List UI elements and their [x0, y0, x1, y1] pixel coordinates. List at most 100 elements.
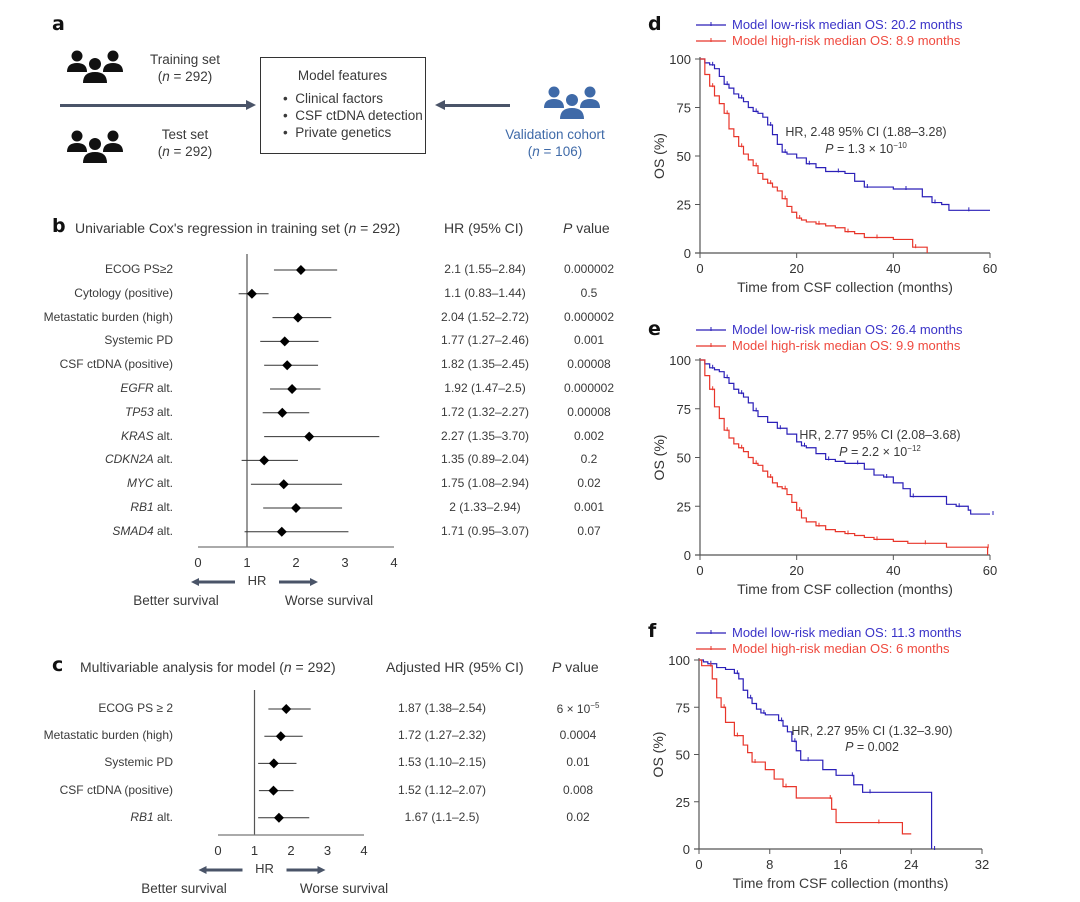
x-tick-label: 0 [696, 261, 703, 276]
x-tick-label: 20 [789, 261, 803, 276]
validation-cohort-label: Validation cohort [505, 127, 605, 142]
gene-suffix: alt. [153, 381, 173, 395]
arrow-right-head [310, 578, 318, 586]
feature-ctdna: CSF ctDNA detection [295, 108, 423, 123]
gene-name: CDKN2A [104, 452, 154, 467]
test-set-n: (n = 292) [157, 144, 213, 159]
p-value-text: 0.5 [580, 285, 598, 300]
hr-point [281, 704, 292, 714]
hr-ci-value: 1.1 (0.83–1.44) [444, 285, 526, 300]
model-features-box: Model features • Clinical factors • CSF … [260, 57, 426, 154]
x-tick-label: 0 [695, 857, 702, 872]
arrow-head-right-icon [246, 100, 256, 110]
hr-ci-value: 1.77 (1.27–2.46) [440, 333, 530, 348]
p-exponent: −12 [907, 444, 921, 453]
better-survival-label: Better survival [141, 881, 227, 896]
row-label: CSF ctDNA (positive) [59, 782, 173, 797]
x-tick-label: 1 [243, 555, 250, 570]
hr-point [279, 336, 290, 347]
p-value: 0.000002 [539, 381, 639, 395]
low-risk-curve [700, 58, 990, 211]
validation-cohort-n: (n = 106) [527, 144, 583, 159]
panel-c-hr-header: Adjusted HR (95% CI) [386, 659, 524, 675]
panel-c-letter: c [52, 654, 64, 676]
y-tick-label: 75 [676, 700, 690, 715]
p-value: 0.02 [528, 810, 628, 824]
hr-ci-value: 2 (1.33–2.94) [449, 500, 521, 514]
arrow-left-head [198, 866, 207, 874]
x-axis-label: HR [255, 861, 274, 876]
gene-suffix: alt. [153, 523, 173, 538]
hr-ci-value: 2.27 (1.35–3.70) [440, 428, 530, 443]
p-value: 0.02 [539, 476, 639, 490]
gene-name: KRAS [120, 428, 154, 443]
x-tick-label: 20 [789, 563, 803, 578]
x-tick-label: 0 [696, 563, 703, 578]
p-value: 0.07 [539, 524, 639, 538]
x-tick-label: 2 [292, 555, 299, 570]
model-feature-item: • Private genetics [283, 125, 392, 140]
feature-clinical: Clinical factors [295, 91, 384, 106]
legend-label: Model low-risk median OS: 26.4 months [732, 322, 963, 337]
panel-e-letter: e [648, 318, 661, 340]
panel-d-letter: d [648, 13, 662, 35]
hr-ci-value: 1.52 (1.12–2.07) [397, 782, 487, 797]
better-survival-label: Better survival [133, 593, 219, 608]
y-tick-label: 0 [684, 246, 691, 261]
p-value: 0.00008 [539, 357, 639, 371]
hr-point [282, 360, 293, 371]
p-annotation-value: = 1.3 × 10 [833, 142, 894, 157]
panel-c-p-header: P value [552, 659, 599, 675]
model-features-title: Model features [297, 68, 388, 83]
p-annotation: P = 1.3 × 10−10 [756, 141, 976, 156]
p-value: 0.001 [539, 500, 639, 514]
panel-b-p-header: P value [563, 220, 610, 236]
x-axis-label: Time from CSF collection (months) [737, 279, 953, 295]
legend-label: Model high-risk median OS: 8.9 months [732, 33, 961, 48]
legend-label: Model low-risk median OS: 11.3 months [732, 625, 962, 640]
p-exponent: −5 [590, 701, 600, 710]
hr-point [268, 758, 279, 769]
gene-name: RB1 [130, 500, 154, 514]
p-value-text: 0.008 [562, 782, 594, 797]
hr-point [246, 288, 257, 299]
p-value-text: 0.02 [577, 476, 601, 491]
row-label: TP53 alt. [0, 405, 173, 419]
hr-point [273, 812, 284, 823]
x-tick-label: 2 [287, 843, 294, 858]
legend-label: Model high-risk median OS: 6 months [732, 641, 950, 656]
row-label: RB1 alt. [0, 500, 173, 514]
hr-point [278, 479, 289, 490]
p-value: 0.01 [528, 755, 628, 769]
row-label: Systemic PD [104, 333, 173, 348]
hr-point [292, 312, 303, 323]
hr-ci-value: 1.72 (1.32–2.27) [440, 404, 530, 419]
row-label: KRAS alt. [0, 429, 173, 443]
p-value-text: 0.001 [573, 500, 605, 514]
row-label: Cytology (positive) [74, 285, 173, 300]
p-symbol: P [845, 740, 854, 754]
gene-name: EGFR [120, 381, 154, 395]
y-tick-label: 25 [677, 198, 691, 213]
y-axis-label: OS (%) [651, 435, 667, 481]
hr-ci-value: 1.87 (1.38–2.54) [397, 701, 487, 715]
x-tick-label: 4 [360, 843, 367, 858]
p-value: 0.000002 [539, 310, 639, 324]
training-set-label: Training set [149, 52, 221, 67]
row-label: Metastatic burden (high) [43, 728, 173, 743]
arrow-head-left-icon [435, 100, 445, 110]
high-risk-curve [700, 58, 928, 253]
hr-ci-value: 1.75 (1.08–2.94) [440, 476, 530, 491]
arrow-right-head [317, 866, 326, 874]
gene-suffix: alt. [153, 452, 173, 467]
row-label: CDKN2A alt. [0, 452, 173, 466]
model-feature-item: • Clinical factors [283, 91, 384, 106]
x-axis-label: Time from CSF collection (months) [737, 581, 953, 597]
hr-ci-value: 1.92 (1.47–2.5) [444, 381, 526, 395]
low-risk-curve [699, 659, 933, 849]
x-axis-label: Time from CSF collection (months) [732, 875, 949, 891]
p-value-text: 0.00008 [567, 357, 611, 372]
p-value: 0.000002 [539, 262, 639, 276]
people-group-icon [66, 130, 124, 166]
